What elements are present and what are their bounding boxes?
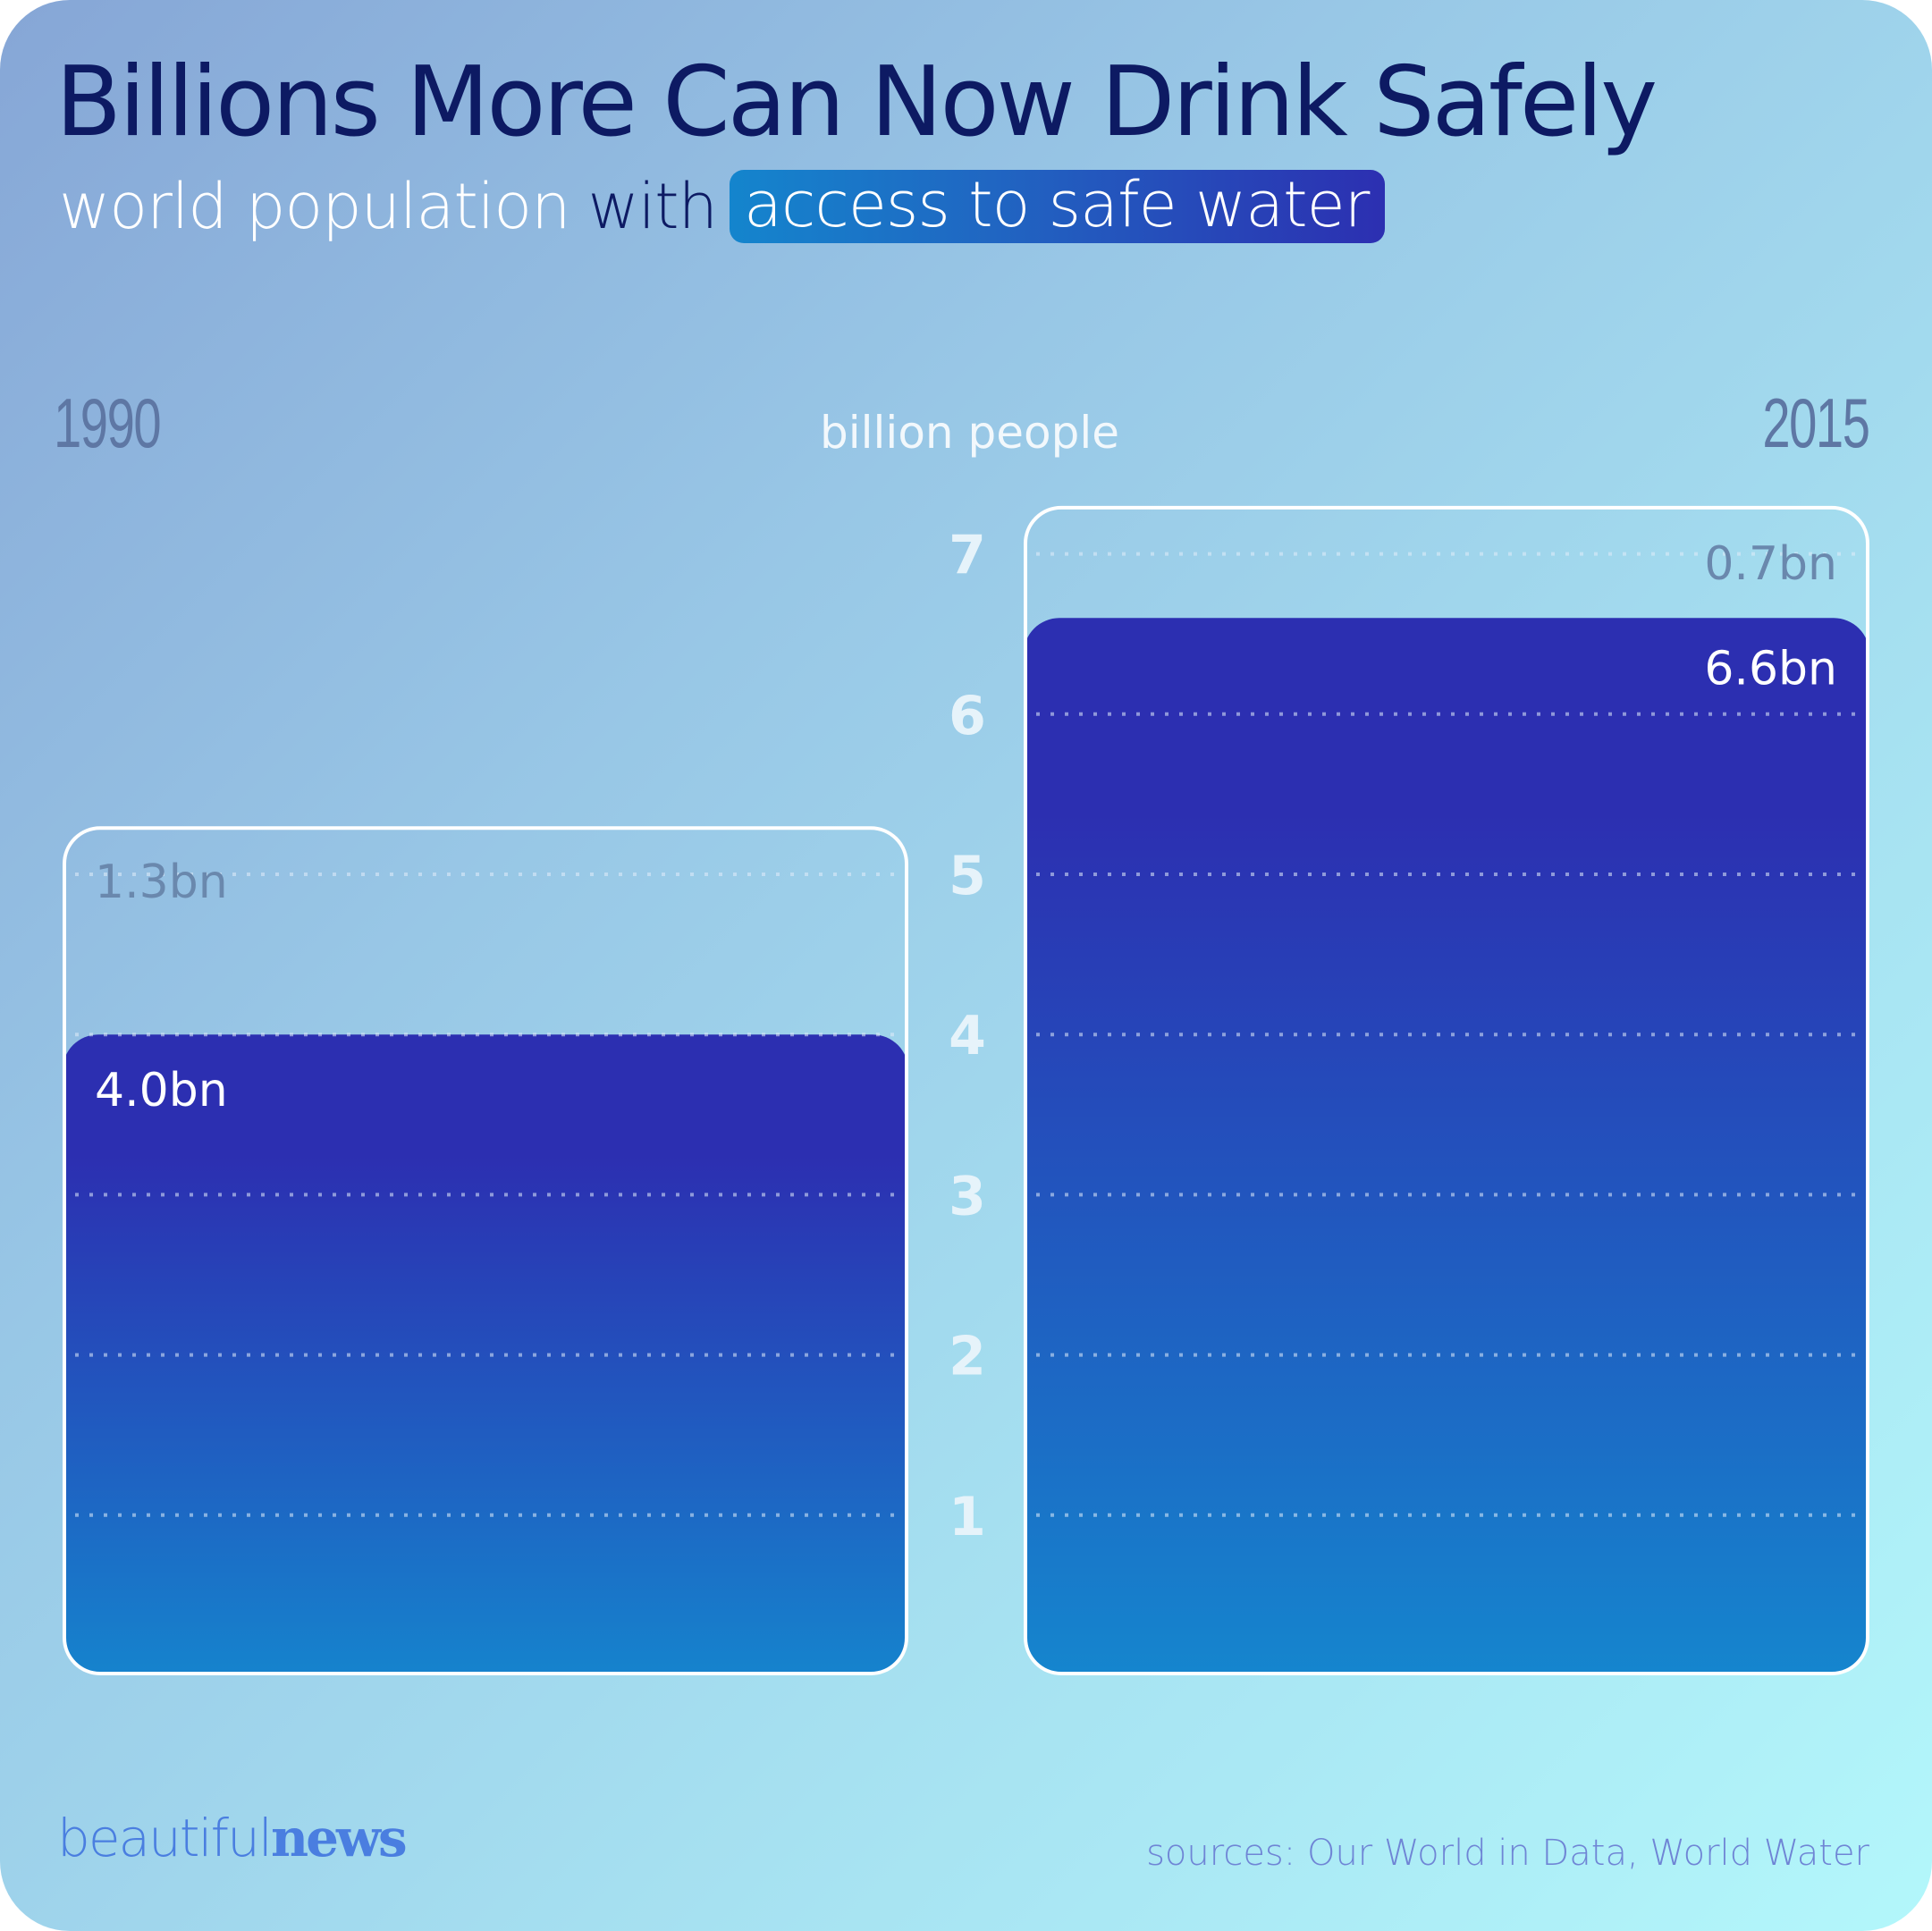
logo-part2: news xyxy=(270,1808,408,1868)
year-label-1990: 1990 xyxy=(54,384,162,462)
y-tick-label: 4 xyxy=(949,1005,986,1067)
year-label-2015: 2015 xyxy=(1762,384,1871,462)
subtitle-part1: world population xyxy=(59,170,570,243)
y-tick-label: 3 xyxy=(949,1165,986,1227)
y-axis-title: billion people xyxy=(820,407,1119,459)
bar-access-1990 xyxy=(64,1034,907,1674)
page-title: Billions More Can Now Drink Safely xyxy=(55,46,1658,158)
bar-label-access-1990: 4.0bn xyxy=(95,1064,228,1117)
y-tick-label: 1 xyxy=(949,1486,986,1548)
y-tick-label: 2 xyxy=(949,1326,986,1388)
bar-clip-1990 xyxy=(64,1034,907,1674)
bar-total-outline-2015 xyxy=(1024,505,1869,1676)
bar-label-without-1990: 1.3bn xyxy=(95,856,228,909)
bar-label-without-2015: 0.7bn xyxy=(1704,537,1837,591)
sources-text: sources: Our World in Data, World Water xyxy=(1146,1833,1869,1874)
y-tick-label: 7 xyxy=(949,525,986,587)
bar-group-1990: 4.0bn 1.3bn xyxy=(63,826,908,1675)
bar-access-2015 xyxy=(1025,618,1868,1674)
subtitle-part2: with xyxy=(587,170,718,243)
beautifulnews-logo: beautifulnews xyxy=(57,1808,408,1868)
bar-total-outline-1990 xyxy=(63,826,908,1675)
bar-group-2015: 6.6bn 0.7bn xyxy=(1024,505,1869,1676)
subtitle-highlight-pill: access to safe water xyxy=(730,170,1386,243)
y-tick-label: 6 xyxy=(949,685,986,747)
y-tick-label: 5 xyxy=(949,845,986,907)
subtitle: world population with access to safe wat… xyxy=(59,166,1386,247)
logo-part1: beautiful xyxy=(57,1808,273,1868)
bar-clip-2015 xyxy=(1025,618,1868,1674)
bar-label-access-2015: 6.6bn xyxy=(1704,642,1837,696)
